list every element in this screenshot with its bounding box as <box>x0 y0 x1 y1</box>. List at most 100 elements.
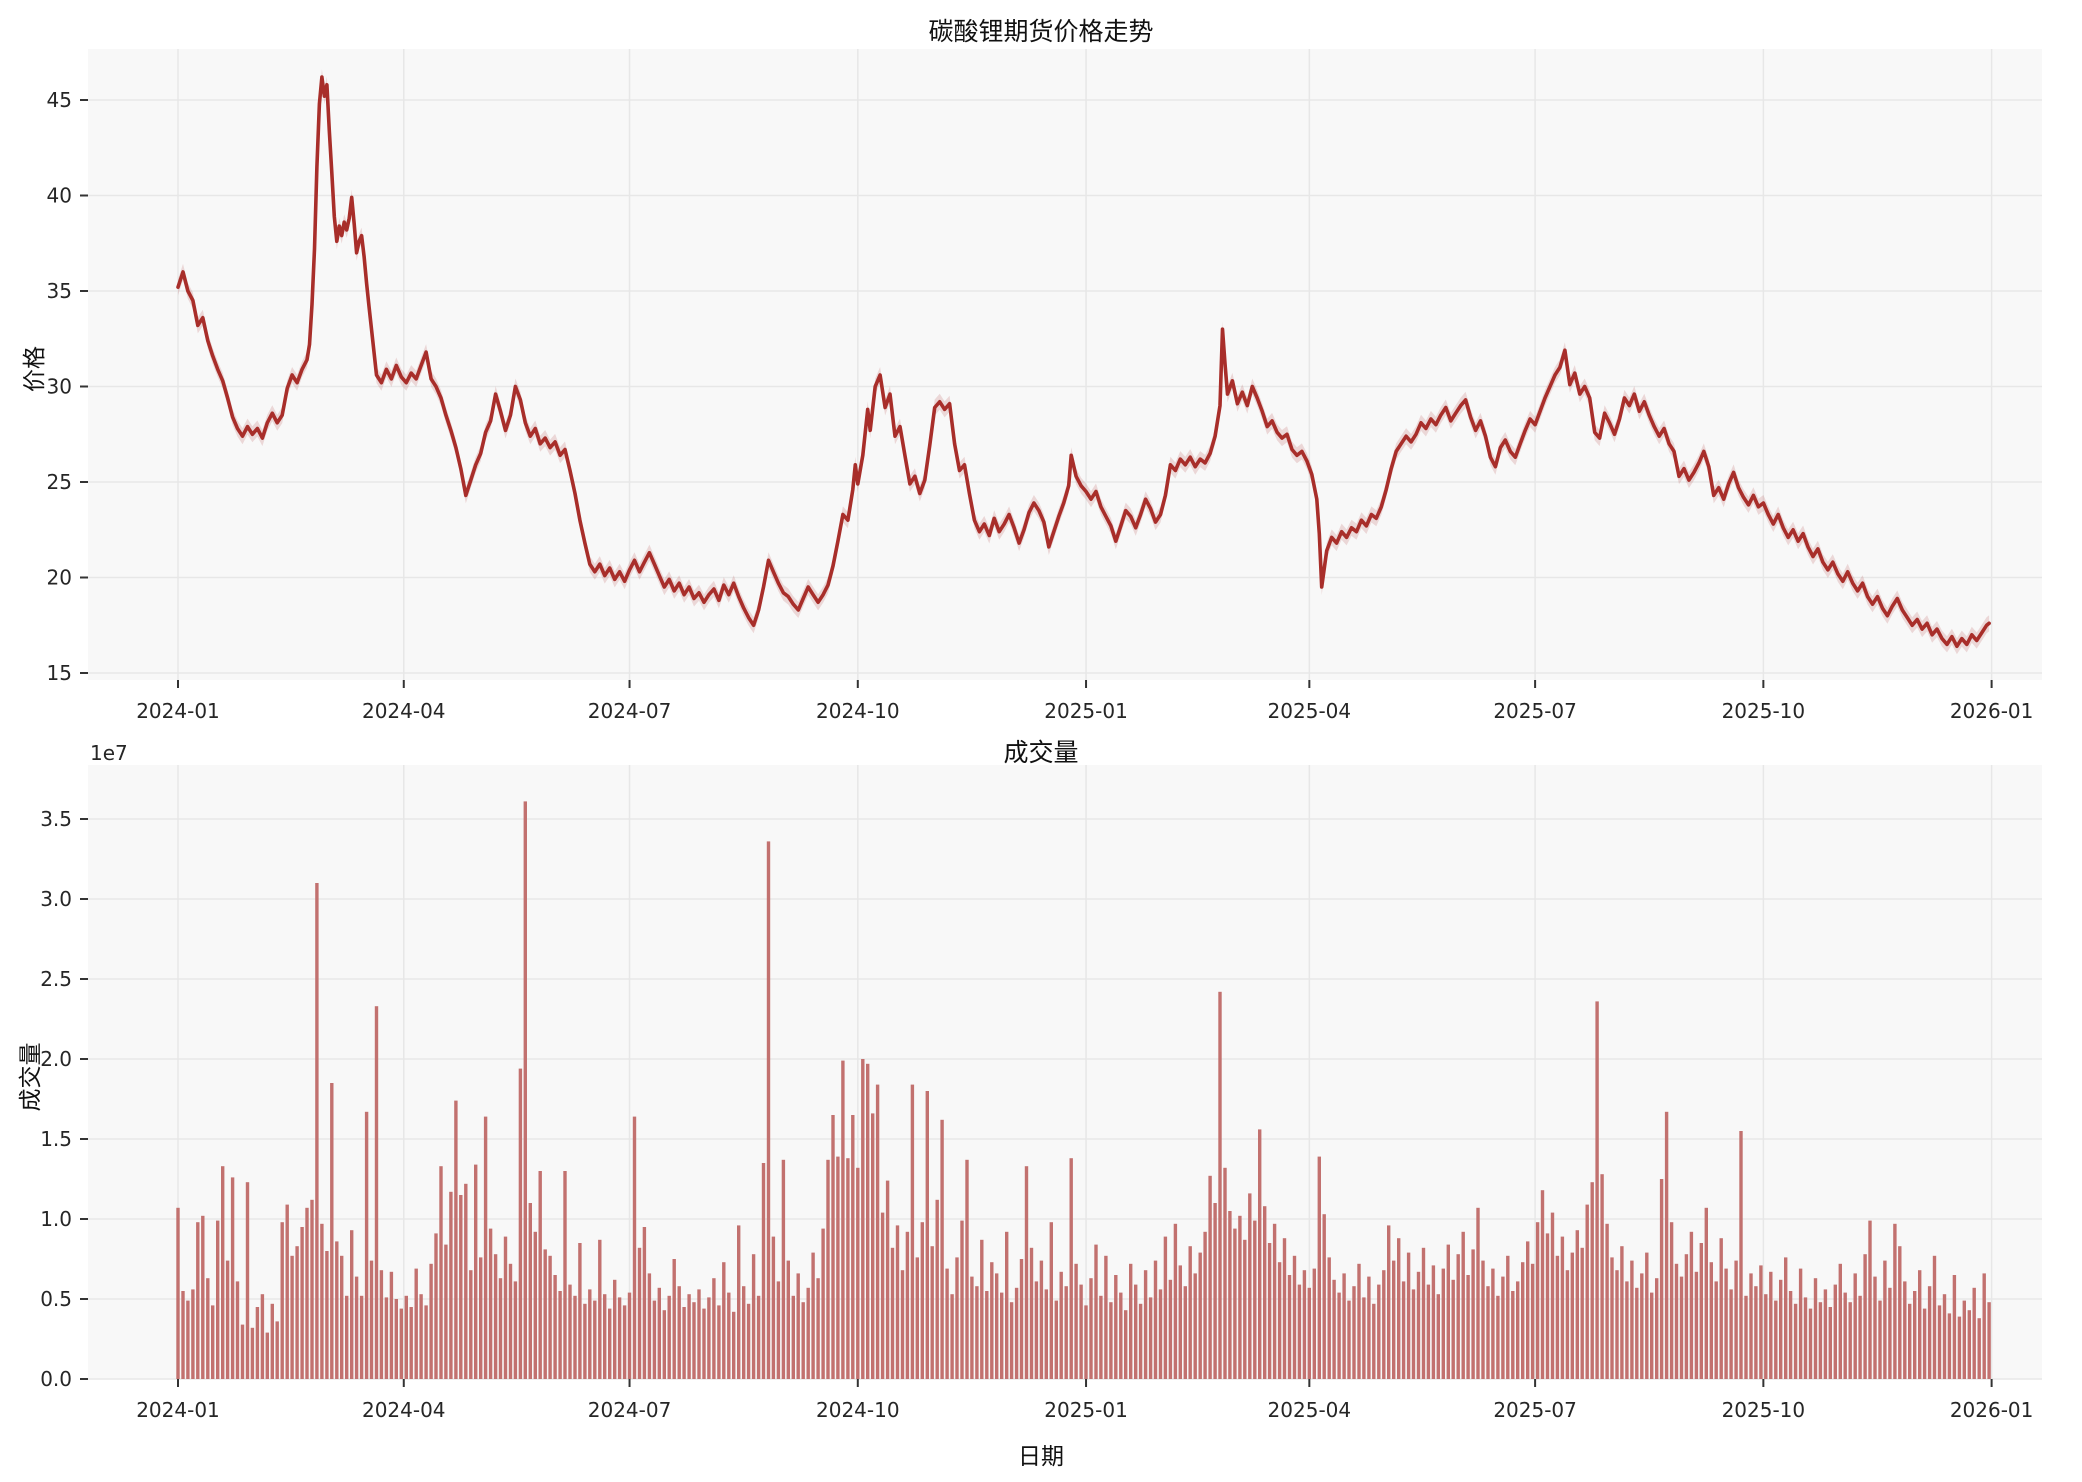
volume-bar <box>265 1332 269 1379</box>
volume-bar <box>379 1270 384 1379</box>
volume-bar <box>791 1295 795 1379</box>
volume-bar <box>1089 1278 1093 1379</box>
volume-bar <box>742 1286 746 1379</box>
volume-bar <box>1873 1276 1877 1379</box>
volume-bar <box>1511 1291 1515 1379</box>
volume-bar <box>1863 1254 1867 1379</box>
volume-bar <box>1416 1271 1421 1379</box>
volume-bar <box>1243 1239 1247 1379</box>
volume-bar <box>781 1159 786 1379</box>
volume-bar <box>429 1263 433 1379</box>
volume-bar <box>310 1199 314 1379</box>
volume-bar <box>498 1278 503 1379</box>
price-plot-background <box>88 49 2042 680</box>
volume-bar <box>508 1263 513 1379</box>
volume-bar <box>1595 1001 1599 1379</box>
volume-bar <box>1878 1300 1882 1379</box>
volume-bar <box>1694 1271 1699 1379</box>
volume-bar <box>900 1270 905 1379</box>
price-x-tick-label: 2024-10 <box>816 699 900 723</box>
volume-bar <box>801 1302 805 1379</box>
volume-bar <box>603 1294 607 1379</box>
volume-plot-background <box>88 765 2042 1379</box>
volume-bar <box>538 1171 542 1379</box>
volume-bar <box>737 1225 741 1379</box>
volume-bar <box>479 1257 483 1379</box>
volume-bar <box>191 1289 195 1379</box>
volume-bar <box>568 1284 572 1379</box>
volume-bar <box>201 1215 205 1379</box>
volume-bar <box>255 1307 260 1379</box>
volume-bar <box>1798 1268 1803 1379</box>
volume-bar <box>1446 1244 1450 1379</box>
volume-bar <box>280 1222 284 1379</box>
volume-bar <box>970 1276 974 1379</box>
price-line <box>176 75 1991 649</box>
volume-bar <box>1476 1207 1480 1379</box>
volume-bar <box>474 1164 478 1379</box>
volume-x-tick-label: 2024-04 <box>362 1398 446 1422</box>
volume-bar <box>1903 1281 1907 1379</box>
volume-axis-offset-label: 1e7 <box>90 741 128 765</box>
volume-bar <box>374 1006 379 1379</box>
volume-chart-title: 成交量 <box>1003 738 1079 767</box>
volume-bar <box>1406 1252 1411 1379</box>
volume-bar <box>1163 1236 1168 1379</box>
volume-bar <box>513 1281 518 1379</box>
price-x-tick-label: 2026-01 <box>1950 699 2034 723</box>
volume-bar <box>1218 991 1222 1379</box>
volume-bar <box>945 1268 949 1379</box>
volume-bar <box>1868 1220 1872 1379</box>
volume-x-tick-label: 2024-10 <box>816 1398 900 1422</box>
volume-bar <box>369 1260 374 1379</box>
volume-bar <box>1704 1207 1708 1379</box>
volume-bar <box>384 1297 389 1379</box>
volume-bar <box>851 1115 855 1379</box>
volume-bar <box>1173 1223 1178 1379</box>
volume-bar <box>1788 1291 1793 1379</box>
volume-bar <box>1104 1255 1108 1379</box>
volume-bar <box>1441 1268 1445 1379</box>
volume-bar <box>181 1291 185 1379</box>
volume-bar <box>1659 1179 1664 1379</box>
volume-bar <box>1754 1286 1758 1379</box>
volume-bar <box>1044 1289 1048 1379</box>
volume-bar <box>553 1275 557 1379</box>
volume-bar <box>1545 1233 1550 1379</box>
volume-bar <box>1620 1246 1624 1379</box>
volume-bar <box>1922 1308 1927 1379</box>
volume-bar <box>1689 1231 1694 1379</box>
volume-bar <box>1094 1244 1098 1379</box>
volume-bar <box>1913 1291 1917 1379</box>
volume-bar <box>960 1220 964 1379</box>
price-x-tick-label: 2024-07 <box>588 699 672 723</box>
volume-bar <box>1223 1167 1227 1379</box>
volume-bar <box>221 1166 225 1379</box>
volume-x-tick-label: 2024-07 <box>588 1398 672 1422</box>
volume-bar <box>1486 1286 1490 1379</box>
volume-bar <box>493 1254 498 1379</box>
volume-bar <box>1848 1302 1852 1379</box>
volume-bar <box>1883 1260 1887 1379</box>
volume-bar <box>1238 1215 1242 1379</box>
volume-bar <box>637 1247 642 1379</box>
volume-bar <box>1302 1270 1307 1379</box>
volume-bar <box>1927 1286 1932 1379</box>
volume-bar <box>1724 1268 1728 1379</box>
price-x-tick-label: 2025-07 <box>1493 699 1577 723</box>
volume-bar <box>260 1294 265 1379</box>
volume-x-tick-label: 2025-10 <box>1722 1398 1806 1422</box>
volume-bar <box>846 1158 850 1379</box>
volume-bar <box>1362 1297 1366 1379</box>
volume-bar <box>1347 1300 1351 1379</box>
volume-bar <box>1198 1252 1202 1379</box>
volume-bar <box>1898 1246 1902 1379</box>
volume-bar <box>746 1303 751 1379</box>
volume-bar <box>1153 1260 1158 1379</box>
volume-bar <box>1987 1302 1991 1379</box>
volume-bar <box>642 1227 647 1379</box>
volume-bar <box>469 1270 473 1379</box>
volume-bar <box>1565 1270 1570 1379</box>
volume-bar <box>1307 1287 1311 1379</box>
volume-bar <box>866 1063 870 1379</box>
